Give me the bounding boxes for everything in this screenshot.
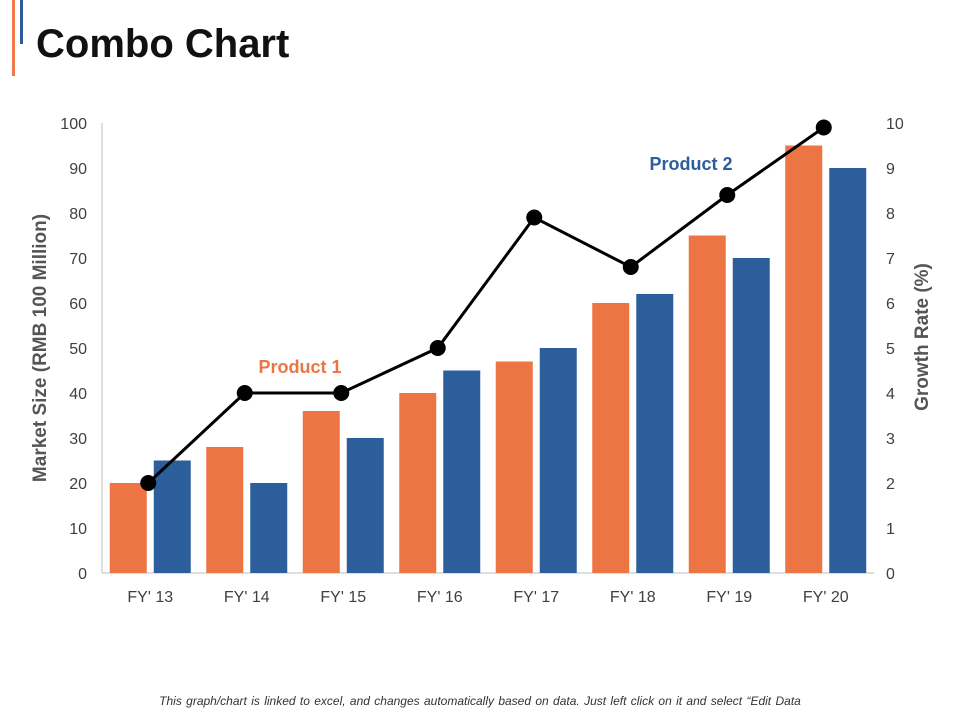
bar-product-1 (302, 411, 340, 573)
y-tick-label-left: 0 (78, 566, 87, 583)
y-axis-title-left: Market Size (RMB 100 Million) (30, 214, 51, 482)
growth-rate-point (815, 119, 832, 136)
y-tick-label-right: 3 (886, 431, 895, 448)
x-tick-label: FY' 20 (803, 589, 849, 606)
bar-product-1 (592, 303, 630, 573)
bar-product-1 (785, 145, 823, 573)
growth-rate-point (429, 340, 446, 356)
x-tick-label: FY' 16 (417, 589, 463, 606)
y-tick-label-right: 10 (886, 116, 904, 133)
annotation-product-1: Product 1 (258, 357, 341, 377)
bar-product-2 (443, 370, 481, 573)
bar-product-1 (399, 393, 437, 573)
annotation-product-2: Product 2 (649, 154, 732, 174)
y-tick-label-left: 60 (69, 296, 87, 313)
y-tick-label-right: 1 (886, 521, 895, 538)
growth-rate-point (719, 187, 736, 203)
x-tick-label: FY' 15 (320, 589, 366, 606)
y-tick-label-left: 30 (69, 431, 87, 448)
page-title: Combo Chart (36, 22, 290, 66)
y-tick-label-right: 2 (886, 476, 895, 493)
y-tick-label-right: 6 (886, 296, 895, 313)
footer-note: This graph/chart is linked to excel, and… (159, 694, 801, 708)
bar-product-1 (109, 483, 147, 573)
growth-rate-point (622, 259, 639, 275)
growth-rate-point (140, 475, 157, 491)
x-tick-label: FY' 17 (513, 589, 559, 606)
x-tick-label: FY' 18 (610, 589, 656, 606)
y-tick-label-left: 100 (60, 116, 87, 133)
bar-product-2 (539, 348, 577, 573)
growth-rate-line (147, 126, 825, 485)
x-tick-label: FY' 19 (706, 589, 752, 606)
y-tick-label-right: 0 (886, 566, 895, 583)
y-tick-label-left: 20 (69, 476, 87, 493)
bar-product-1 (206, 447, 244, 573)
bar-product-1 (495, 361, 533, 573)
y-tick-label-right: 7 (886, 251, 895, 268)
bar-product-1 (688, 235, 726, 573)
y-tick-label-left: 40 (69, 386, 87, 403)
x-tick-label: FY' 13 (127, 589, 173, 606)
bar-product-2 (829, 168, 867, 573)
y-tick-label-left: 10 (69, 521, 87, 538)
bar-product-2 (250, 483, 288, 573)
bar-product-2 (732, 258, 770, 573)
x-tick-label: FY' 14 (224, 589, 270, 606)
growth-rate-point (236, 385, 253, 401)
y-axis-title-right: Growth Rate (%) (912, 263, 933, 411)
growth-rate-point (333, 385, 350, 401)
bar-product-2 (636, 294, 674, 573)
y-tick-label-left: 90 (69, 161, 87, 178)
y-tick-label-right: 9 (886, 161, 895, 178)
y-tick-label-left: 50 (69, 341, 87, 358)
bar-product-2 (153, 460, 191, 573)
bar-product-2 (346, 438, 384, 573)
title-accent-bar-orange (12, 0, 15, 76)
y-tick-label-right: 4 (886, 386, 895, 403)
title-accent-bar-blue (20, 0, 23, 44)
growth-rate-point (526, 209, 543, 226)
y-tick-label-left: 70 (69, 251, 87, 268)
y-tick-label-left: 80 (69, 206, 87, 223)
y-tick-label-right: 8 (886, 206, 895, 223)
y-tick-label-right: 5 (886, 341, 895, 358)
